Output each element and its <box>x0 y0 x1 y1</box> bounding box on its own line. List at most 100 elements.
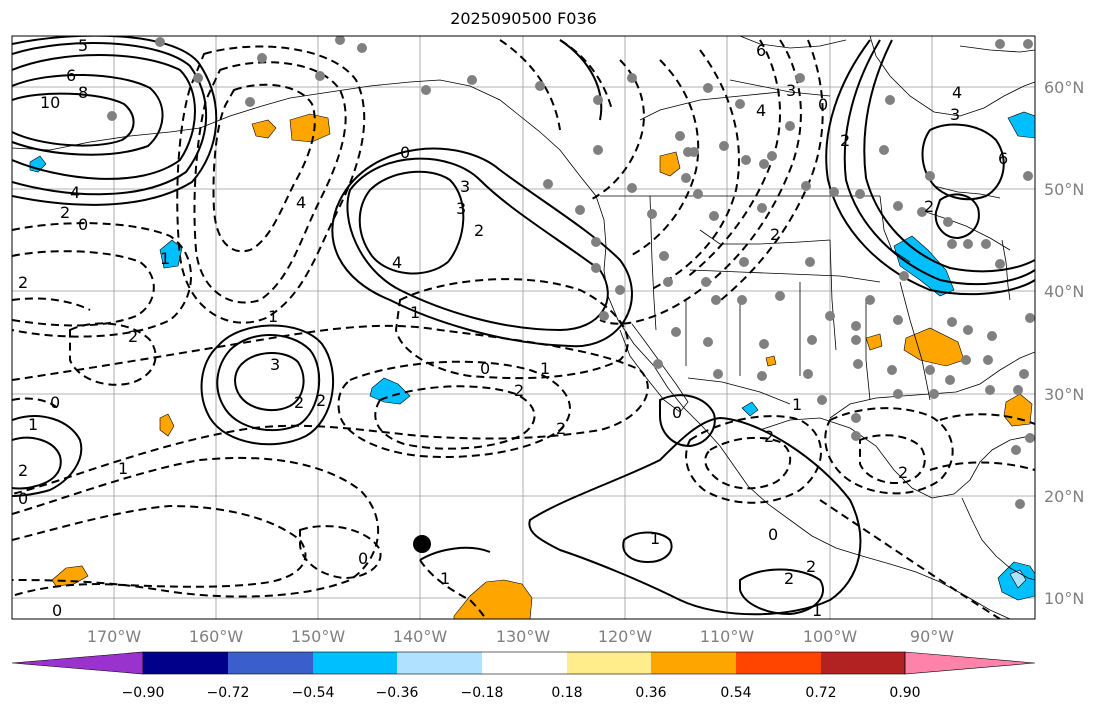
colorbar-swatch <box>228 652 313 674</box>
contour-label: 2 <box>556 419 566 438</box>
lon-label: 170°W <box>87 627 142 646</box>
contour-label: 3 <box>270 355 280 374</box>
contours-solid <box>12 36 1035 616</box>
colorbar-tick-label: 0.54 <box>720 685 751 701</box>
contour-label: 8 <box>78 83 88 102</box>
cyan-patch <box>1007 111 1035 139</box>
contour-label: 2 <box>316 391 326 410</box>
contour-label: 2 <box>60 203 70 222</box>
contour-label: 0 <box>52 601 62 620</box>
storm-center-marker <box>413 535 431 553</box>
colorbar-labels: −0.90 −0.72 −0.54 −0.36 −0.18 0.18 0.36 … <box>122 685 921 701</box>
contour-label: 1 <box>792 395 802 414</box>
coastlines <box>12 36 1035 619</box>
contour-label: 0 <box>400 143 410 162</box>
contour-label: 4 <box>756 101 766 120</box>
contour-label: 6 <box>998 149 1008 168</box>
contour-label: 0 <box>768 525 778 544</box>
colorbar-swatch <box>567 652 651 674</box>
contour-label: 1 <box>28 415 38 434</box>
contour-label: 3 <box>786 81 796 100</box>
contour-label: 0 <box>358 549 368 568</box>
contour-label: 0 <box>672 403 682 422</box>
orange-patch <box>659 151 681 177</box>
contour-label: 6 <box>66 66 76 85</box>
lat-label: 60°N <box>1044 78 1084 97</box>
lat-label: 40°N <box>1044 282 1084 301</box>
lon-label: 100°W <box>803 627 858 646</box>
contour-label: 0 <box>480 359 490 378</box>
contour-label: 2 <box>128 327 138 346</box>
contour-label: 2 <box>764 427 774 446</box>
contour-label: 0 <box>50 393 60 412</box>
contours-dashed <box>12 39 1035 619</box>
colorbar-tick-label: −0.36 <box>376 685 419 701</box>
contour-label: 4 <box>296 193 306 212</box>
lon-label: 130°W <box>496 627 551 646</box>
contour-label: 2 <box>806 557 816 576</box>
orange-patch <box>453 579 533 619</box>
lat-label: 10°N <box>1044 589 1084 608</box>
lon-label: 120°W <box>598 627 653 646</box>
contour-label: 1 <box>118 459 128 478</box>
contour-label: 1 <box>540 359 550 378</box>
station-dots <box>107 36 1035 509</box>
lon-label: 110°W <box>700 627 755 646</box>
contour-label: 0 <box>818 95 828 114</box>
orange-patch <box>865 333 883 351</box>
contour-label: 6 <box>756 41 766 60</box>
colorbar-tick-label: 0.72 <box>805 685 836 701</box>
contour-label: 0 <box>78 215 88 234</box>
contour-label: 1 <box>160 249 170 268</box>
lon-label: 150°W <box>291 627 346 646</box>
colorbar-tick-label: −0.18 <box>461 685 504 701</box>
colorbar-frame <box>142 651 906 675</box>
colorbar-tick-label: −0.54 <box>292 685 335 701</box>
map-title: 2025090500 F036 <box>450 9 597 28</box>
lat-label: 30°N <box>1044 385 1084 404</box>
contour-label: 2 <box>514 381 524 400</box>
contour-label: 2 <box>294 393 304 412</box>
colorbar-extend-left <box>11 651 144 675</box>
longitude-labels: 170°W 160°W 150°W 140°W 130°W 120°W 110°… <box>87 627 954 646</box>
orange-patch <box>765 355 777 367</box>
colorbar-tick-label: −0.72 <box>207 685 250 701</box>
lon-label: 160°W <box>189 627 244 646</box>
contour-label: 1 <box>650 529 660 548</box>
colorbar-tick-label: 0.18 <box>551 685 582 701</box>
contour-label: 1 <box>812 601 822 620</box>
contour-label: 1 <box>440 569 450 588</box>
colorbar-tick-label: 0.36 <box>635 685 666 701</box>
contour-label: 4 <box>70 183 80 202</box>
contour-label: 10 <box>40 93 60 112</box>
colorbar-extend-right <box>904 651 1036 675</box>
colorbar-swatch <box>482 652 567 674</box>
contour-label: 4 <box>952 83 962 102</box>
orange-patch <box>903 327 965 367</box>
lat-label: 20°N <box>1044 487 1084 506</box>
cyan-patch <box>369 377 411 405</box>
orange-patch <box>289 113 331 143</box>
colorbar-swatch <box>143 652 228 674</box>
contour-label: 3 <box>456 199 466 218</box>
map-frame <box>11 35 1036 620</box>
contour-labels: 6 8 10 5 4 2 0 2 1 4 2 1 4 3 0 2 3 1 0 2… <box>18 36 1008 620</box>
colorbar <box>11 651 1036 675</box>
contour-label: 2 <box>784 569 794 588</box>
contour-label: 4 <box>392 253 402 272</box>
lat-label: 50°N <box>1044 180 1084 199</box>
contour-label: 2 <box>18 273 28 292</box>
contour-label: 3 <box>460 177 470 196</box>
colorbar-tick-label: 0.90 <box>889 685 920 701</box>
contour-label: 2 <box>770 225 780 244</box>
orange-patch <box>251 119 277 139</box>
contour-label: 5 <box>78 36 88 55</box>
colorbar-swatch <box>397 652 482 674</box>
colorbar-swatch <box>736 652 821 674</box>
latitude-labels: 60°N 50°N 40°N 30°N 20°N 10°N <box>1044 78 1084 608</box>
contour-label: 1 <box>268 307 278 326</box>
cyan-patch <box>893 235 955 297</box>
colorbar-swatch <box>821 652 905 674</box>
colorbar-swatch <box>651 652 736 674</box>
